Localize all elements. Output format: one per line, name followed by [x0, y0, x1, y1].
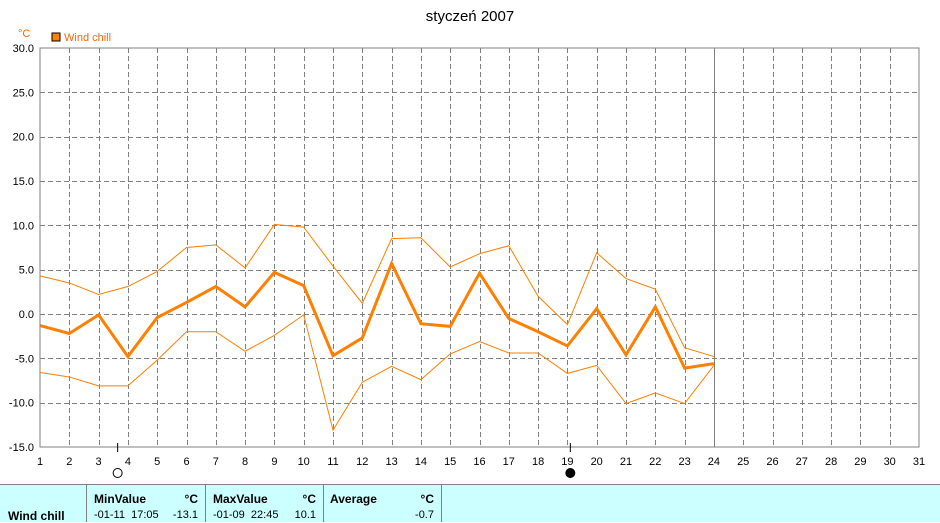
x-tick-label: 30 — [884, 456, 896, 468]
stats-min-cell: MinValue °C -01-11 17:05 -13.1 — [87, 485, 206, 522]
max-unit: °C — [302, 492, 316, 506]
avg-unit: °C — [420, 492, 434, 506]
x-tick-label: 31 — [913, 456, 925, 468]
full-moon-icon — [112, 468, 123, 478]
x-tick-label: 4 — [125, 456, 131, 468]
y-unit-label: °C — [18, 28, 30, 40]
x-tick-label: 16 — [473, 456, 485, 468]
y-tick-label: 15.0 — [13, 176, 34, 188]
legend-label: Wind chill — [64, 32, 111, 44]
plot-frame — [39, 47, 920, 448]
max-header: MaxValue — [213, 492, 268, 506]
x-tick-label: 11 — [327, 456, 338, 468]
stats-series-label: Wind chill — [8, 509, 65, 523]
x-tick-label: 15 — [444, 456, 456, 468]
avg-value: -0.7 — [415, 509, 434, 521]
x-tick-label: 21 — [620, 456, 632, 468]
x-tick-label: 8 — [242, 456, 248, 468]
stats-avg-cell: Average °C -0.7 — [324, 485, 442, 522]
chart-title: styczeń 2007 — [426, 8, 514, 25]
axis-labels: 1 2 3 4 5 6 7 8 9 10 11 12 13 14 15 16 17 18 19 20 21 22 23 24 2… — [9, 43, 925, 468]
x-tick-label: 9 — [271, 456, 277, 468]
x-tick-label: 14 — [415, 456, 427, 468]
x-tick-label: 28 — [825, 456, 837, 468]
avg-header: Average — [330, 492, 377, 506]
series-line-min — [39, 314, 715, 432]
x-tick-label: 5 — [154, 456, 160, 468]
max-value: 10.1 — [294, 509, 316, 521]
y-tick-label: 30.0 — [13, 43, 34, 55]
y-tick-label: 0.0 — [19, 309, 34, 321]
x-tick-label: 18 — [532, 456, 544, 468]
series-line-max — [39, 223, 715, 358]
x-tick-label: 7 — [213, 456, 219, 468]
x-tick-label: 25 — [737, 456, 749, 468]
max-datetime: -01-09 22:45 — [213, 509, 279, 521]
y-tick-label: -15.0 — [9, 442, 34, 454]
y-tick-label: -10.0 — [9, 398, 34, 410]
stats-max-cell: MaxValue °C -01-09 22:45 10.1 — [206, 485, 324, 522]
legend-swatch — [51, 32, 61, 42]
y-tick-label: 10.0 — [13, 220, 34, 232]
y-tick-label: 20.0 — [13, 132, 34, 144]
x-tick-label: 10 — [298, 456, 310, 468]
series-layer — [39, 223, 715, 432]
min-value: -13.1 — [172, 509, 198, 521]
x-tick-label: 3 — [96, 456, 102, 468]
y-tick-label: 5.0 — [19, 265, 34, 277]
x-tick-label: 27 — [796, 456, 808, 468]
y-tick-label: -5.0 — [15, 353, 34, 365]
x-tick-label: 6 — [183, 456, 189, 468]
min-header: MinValue — [94, 492, 147, 506]
x-tick-label: 23 — [678, 456, 690, 468]
chart: styczeń 2007 °C Wind chill 1 2 3 4 5 6 7 8 9 10 11… — [9, 8, 925, 478]
marker-layer — [112, 48, 715, 478]
x-tick-label: 1 — [37, 456, 43, 468]
x-tick-label: 12 — [356, 456, 368, 468]
x-tick-label: 2 — [66, 456, 72, 468]
x-tick-label: 17 — [503, 456, 515, 468]
stats-series-cell: Wind chill — [0, 485, 87, 523]
stats-panel: Wind chill MinValue °C -01-11 17:05 -13.… — [0, 484, 940, 523]
min-datetime: -01-11 17:05 — [94, 509, 159, 521]
new-moon-icon — [565, 468, 576, 478]
grid — [40, 48, 919, 447]
y-tick-label: 25.0 — [13, 87, 34, 99]
x-tick-label: 19 — [561, 456, 573, 468]
min-unit: °C — [184, 492, 198, 506]
series-line-wind-chill — [39, 259, 715, 370]
x-tick-label: 26 — [766, 456, 778, 468]
x-tick-label: 13 — [385, 456, 397, 468]
x-tick-label: 22 — [649, 456, 661, 468]
x-tick-label: 20 — [591, 456, 603, 468]
x-tick-label: 29 — [854, 456, 866, 468]
x-tick-label: 24 — [708, 456, 720, 468]
